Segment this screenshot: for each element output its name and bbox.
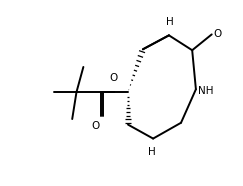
Text: H: H [166,17,174,27]
Text: O: O [91,121,100,131]
Text: NH: NH [198,86,214,96]
Text: O: O [109,73,117,83]
Text: H: H [148,147,156,157]
Text: O: O [213,29,221,39]
